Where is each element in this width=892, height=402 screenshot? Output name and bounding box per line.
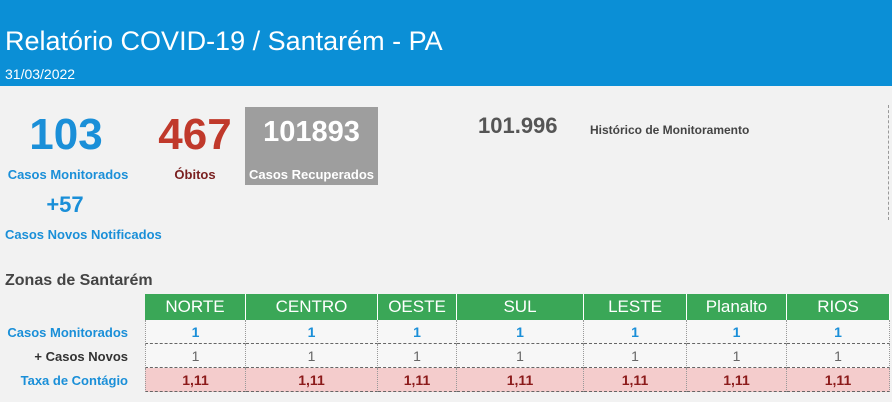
table-cell: 1 <box>457 320 584 344</box>
table-cell: 1 <box>687 344 787 368</box>
table-cell: 1 <box>145 344 246 368</box>
column-header: LESTE <box>584 294 687 320</box>
table-cell: 1,11 <box>584 368 687 392</box>
kpi-value: 101893 <box>263 116 360 148</box>
table-cell: 1 <box>378 344 457 368</box>
column-header: Planalto <box>687 294 787 320</box>
kpi-label: Histórico de Monitoramento <box>590 123 750 137</box>
row-label: Taxa de Contágio <box>20 372 128 388</box>
divider <box>888 105 889 220</box>
table-cell: 1,11 <box>787 368 890 392</box>
kpi-label: Casos Monitorados <box>7 167 129 182</box>
table-cell: 1 <box>246 344 378 368</box>
title: Relatório COVID-19 / Santarém - PA <box>5 26 443 56</box>
table-cell: 1 <box>687 320 787 344</box>
table-cell: 1 <box>378 320 457 344</box>
table-cell: 1,11 <box>145 368 246 392</box>
table-cell: 1,11 <box>687 368 787 392</box>
table-cell: 1 <box>145 320 246 344</box>
table-cell: 1,11 <box>246 368 378 392</box>
column-header: OESTE <box>378 294 457 320</box>
column-header: SUL <box>457 294 584 320</box>
kpi-label: Casos Novos Notificados <box>5 227 162 242</box>
column-header: NORTE <box>145 294 246 320</box>
kpi-value: 101.996 <box>478 113 558 138</box>
row-label: Casos Monitorados <box>7 324 128 340</box>
header-bar <box>0 0 892 86</box>
kpi-label: Óbitos <box>174 167 216 182</box>
column-header: RIOS <box>787 294 890 320</box>
kpi-value: +57 <box>46 192 84 217</box>
kpi-value: 467 <box>158 110 232 159</box>
table-cell: 1 <box>787 344 890 368</box>
kpi-value: 103 <box>29 110 103 159</box>
table-cell: 1,11 <box>378 368 457 392</box>
table-cell: 1,11 <box>457 368 584 392</box>
kpi-label: Casos Recuperados <box>249 167 374 182</box>
row-label: + Casos Novos <box>34 348 128 364</box>
table-cell: 1 <box>584 320 687 344</box>
column-header: CENTRO <box>246 294 378 320</box>
table-cell: 1 <box>246 320 378 344</box>
section-title: Zonas de Santarém <box>5 272 153 289</box>
table-cell: 1 <box>584 344 687 368</box>
kpi-box <box>245 107 378 185</box>
table-cell: 1 <box>457 344 584 368</box>
date: 31/03/2022 <box>5 66 76 82</box>
table-cell: 1 <box>787 320 890 344</box>
